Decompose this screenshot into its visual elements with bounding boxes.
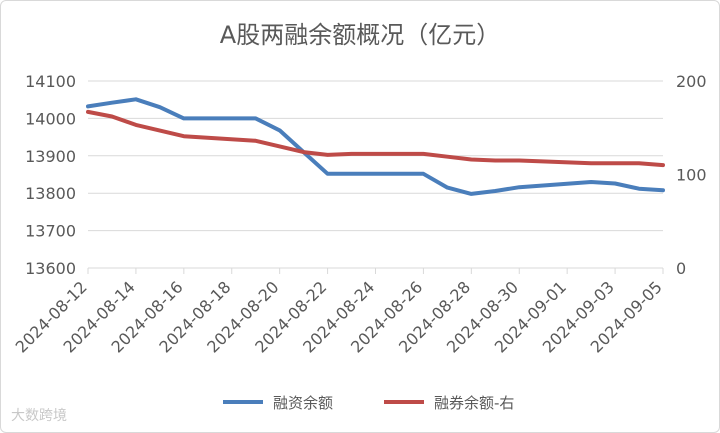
- y-left-tick-label: 13900: [25, 147, 76, 166]
- series-line: [86, 97, 665, 196]
- series-line: [86, 109, 665, 168]
- y-right-tick-label: 100: [676, 166, 707, 185]
- y-left-tick-label: 13800: [25, 184, 76, 203]
- y-right-tick-label: 0: [676, 259, 686, 278]
- y-left-tick-label: 14000: [25, 109, 76, 128]
- y-left-tick-label: 13700: [25, 222, 76, 241]
- y-left-tick-label: 13600: [25, 259, 76, 278]
- chart-title: A股两融余额概况（亿元）: [219, 21, 501, 49]
- watermark-text: 大数跨境: [11, 408, 67, 424]
- legend-label: 融资余额: [273, 394, 333, 412]
- legend-label: 融券余额-右: [434, 394, 514, 412]
- y-right-tick-label: 200: [676, 72, 707, 91]
- y-left-tick-label: 14100: [25, 72, 76, 91]
